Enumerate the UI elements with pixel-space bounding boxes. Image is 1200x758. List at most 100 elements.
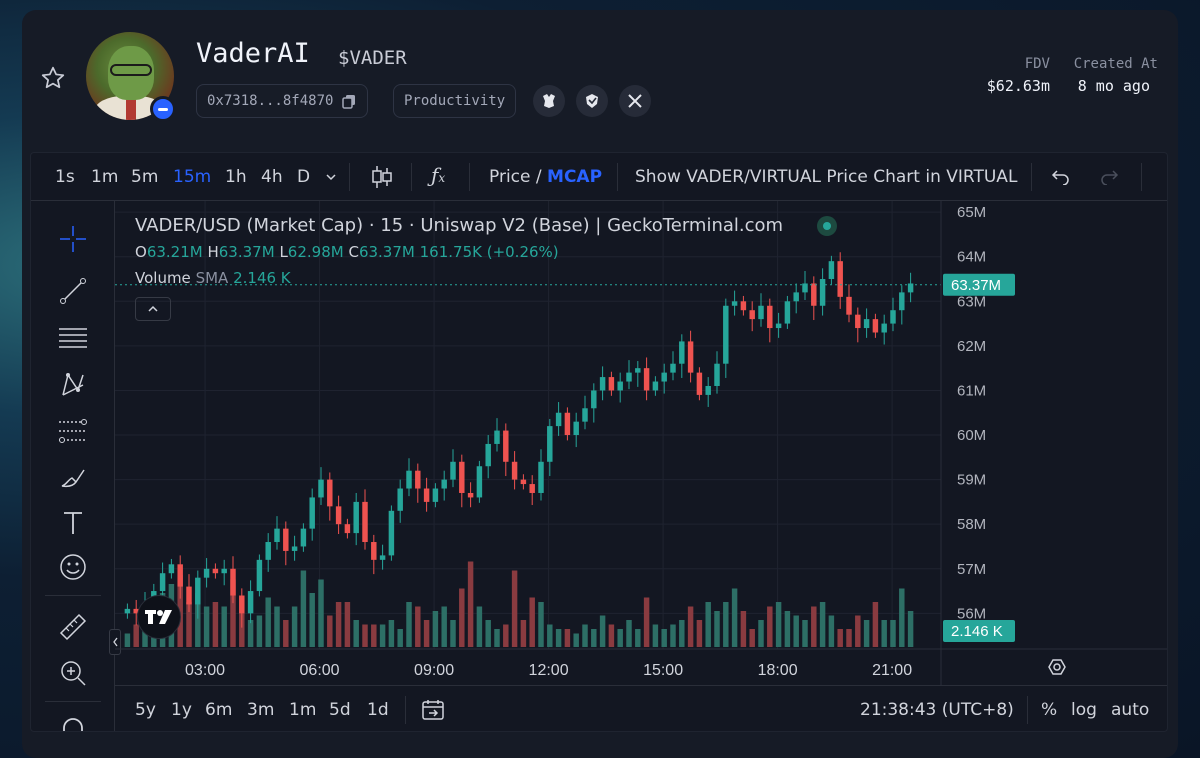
interval-4h[interactable]: 4h (261, 167, 283, 187)
interval-1m[interactable]: 1m (91, 167, 119, 187)
security-audit-icon[interactable] (533, 85, 565, 117)
category-pill[interactable]: Productivity (393, 84, 517, 118)
y-tick-label: 59M (957, 472, 986, 489)
volume-bar (740, 611, 747, 647)
volume-bar (459, 588, 465, 647)
volume-bar (899, 588, 905, 647)
candle-body (450, 461, 456, 480)
candle-body (494, 430, 500, 444)
candle-body (379, 555, 386, 560)
range-1m[interactable]: 1m (289, 700, 317, 720)
candle-body (344, 524, 351, 534)
range-3m[interactable]: 3m (247, 700, 275, 720)
calendar-goto-icon[interactable] (421, 698, 445, 722)
candle-body (274, 528, 280, 543)
settings-gear-icon[interactable] (1048, 659, 1066, 675)
candle-body (371, 542, 377, 560)
percent-scale-toggle[interactable]: % (1041, 700, 1058, 720)
auto-scale-toggle[interactable]: auto (1111, 700, 1150, 720)
last-volume-label: 2.146 K (951, 623, 1003, 640)
interval-d[interactable]: D (297, 167, 311, 187)
range-1y[interactable]: 1y (171, 700, 192, 720)
volume-bar (327, 615, 333, 647)
x-tick-label: 06:00 (300, 662, 340, 679)
candle-body (397, 488, 403, 511)
volume-bar (283, 620, 289, 647)
range-5y[interactable]: 5y (135, 700, 156, 720)
price-mcap-toggle[interactable]: Price / MCAP (489, 167, 602, 187)
shield-icon[interactable] (576, 85, 608, 117)
address-pill[interactable]: 0x7318...8f4870 (196, 84, 369, 118)
y-axis[interactable]: 65M 64M 63M 62M 61M 60M 59M 58M 57M 56M 63.37M 2.14… (943, 204, 1015, 642)
candle-body (855, 314, 861, 329)
candle-body (177, 564, 183, 587)
candle-body (679, 341, 685, 364)
candle-body (846, 296, 852, 315)
volume-bar (335, 602, 342, 647)
ruler-icon[interactable] (57, 611, 89, 643)
collapse-legend-button[interactable] (135, 297, 171, 321)
candle-body (696, 372, 703, 395)
candle-body (353, 501, 359, 534)
interval-5m[interactable]: 5m (131, 167, 159, 187)
crosshair-icon[interactable] (57, 223, 89, 255)
copy-icon[interactable] (341, 93, 357, 109)
magnet-icon[interactable] (57, 713, 89, 731)
interval-15m[interactable]: 15m (173, 167, 212, 187)
x-axis[interactable]: 03:00 06:00 09:00 12:00 15:00 18:00 21:00 (185, 662, 912, 679)
volume-bar (802, 620, 808, 647)
indicators-fx-icon[interactable]: ƒx (431, 163, 446, 187)
candle-body (309, 497, 315, 529)
candles-icon[interactable] (371, 164, 393, 190)
range-6m[interactable]: 6m (205, 700, 233, 720)
redo-icon[interactable] (1099, 169, 1119, 185)
horizontal-lines-icon[interactable] (57, 321, 89, 353)
interval-1h[interactable]: 1h (225, 167, 247, 187)
candle-body (626, 372, 632, 382)
undo-icon[interactable] (1051, 169, 1071, 185)
x-tick-label: 03:00 (185, 662, 225, 679)
candle-body (811, 283, 817, 306)
candle-body (406, 470, 412, 489)
x-twitter-icon[interactable] (619, 85, 651, 117)
price-label[interactable]: Price (489, 167, 531, 187)
log-scale-toggle[interactable]: log (1071, 700, 1097, 720)
volume-bar (195, 593, 201, 647)
volume-bar (203, 606, 210, 647)
candle-body (230, 568, 236, 596)
fib-retracement-icon[interactable] (57, 415, 89, 447)
zoom-in-icon[interactable] (57, 657, 89, 689)
volume-bar (714, 611, 720, 647)
volume-bar (881, 620, 887, 647)
interval-1s[interactable]: 1s (55, 167, 75, 187)
candle-body (819, 279, 826, 306)
text-tool-icon[interactable] (57, 507, 89, 539)
mcap-label[interactable]: MCAP (547, 167, 603, 187)
range-bar: 5y 1y 6m 3m 1m 5d 1d 21:38:43 (UTC+8) % … (115, 685, 1167, 731)
last-price-label: 63.37M (951, 277, 1001, 294)
volume-bar (503, 624, 509, 647)
emoji-icon[interactable] (57, 551, 89, 583)
brush-icon[interactable] (57, 461, 89, 493)
star-icon[interactable] (40, 65, 66, 91)
range-1d[interactable]: 1d (367, 700, 389, 720)
chevron-down-icon[interactable] (325, 171, 337, 183)
x-tick-label: 09:00 (414, 662, 454, 679)
trend-line-icon[interactable] (57, 275, 89, 307)
volume-bar (635, 629, 641, 647)
candle-body (670, 363, 676, 373)
candle-body (599, 377, 606, 391)
range-5d[interactable]: 5d (329, 700, 351, 720)
volume-bar (608, 624, 615, 647)
volume-bar (555, 629, 562, 647)
show-pair-button[interactable]: Show VADER/VIRTUAL Price Chart in VIRTUA… (635, 167, 1018, 187)
tradingview-logo-icon[interactable] (137, 595, 181, 639)
candle-body (485, 443, 491, 467)
volume-bar (212, 602, 219, 647)
volume-bar (564, 629, 571, 647)
x-tick-label: 15:00 (643, 662, 683, 679)
current-time[interactable]: 21:38:43 (UTC+8) (860, 700, 1014, 720)
chart-legend-title: VADER/USD (Market Cap) · 15 · Uniswap V2… (135, 215, 784, 236)
pattern-icon[interactable] (57, 369, 89, 401)
candle-body (731, 301, 738, 306)
